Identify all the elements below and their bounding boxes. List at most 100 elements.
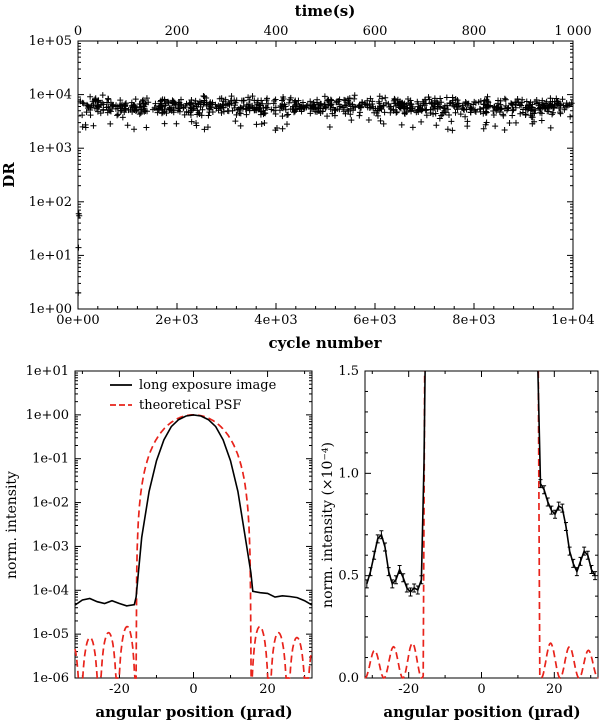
- lin-error-bar: [593, 571, 598, 581]
- dr-point: [500, 112, 507, 119]
- dr-point: [377, 103, 384, 110]
- dr-point: [153, 105, 160, 112]
- dr-point: [462, 113, 469, 120]
- dr-point: [434, 105, 441, 112]
- dr-point: [325, 96, 332, 103]
- dr-point: [286, 99, 293, 106]
- dr-point: [357, 103, 364, 110]
- dr-x-tick-label: 0e+00: [56, 313, 99, 328]
- dr-point: [398, 121, 405, 128]
- dr-point: [322, 101, 329, 108]
- lin-error-bar: [397, 565, 402, 575]
- dr-point: [268, 106, 275, 113]
- dr-point: [95, 98, 102, 105]
- dr-point: [490, 112, 497, 119]
- lin-error-bar: [585, 550, 590, 560]
- dr-point: [242, 106, 249, 113]
- lin-measured-left-line: [366, 370, 426, 594]
- lin-y-tick-label: 1.0: [338, 466, 359, 481]
- lin-error-bar: [368, 567, 373, 577]
- dr-point: [390, 106, 397, 113]
- dr-point: [236, 110, 243, 117]
- dr-point: [512, 99, 519, 106]
- dr-point: [205, 112, 212, 119]
- dr-point: [166, 104, 173, 111]
- dr-point: [222, 96, 229, 103]
- dr-chart: 0e+00 2e+03 4e+03 6e+03 8e+03 1e+04 0 200 400 600…: [0, 2, 595, 352]
- dr-point: [463, 106, 470, 113]
- dr-x-tick-label: 6e+03: [353, 313, 396, 328]
- lin-error-bar: [379, 530, 384, 540]
- dr-point: [231, 102, 238, 109]
- dr-point: [423, 112, 430, 119]
- dr-point: [356, 112, 363, 119]
- lin-error-bar: [589, 565, 594, 575]
- dr-point: [324, 113, 331, 120]
- dr-point: [117, 105, 124, 112]
- lin-x-tick-label: -20: [398, 682, 419, 697]
- dr-point: [470, 101, 477, 108]
- log-y-tick-label: 1e+01: [26, 364, 69, 379]
- dr-point: [557, 110, 564, 117]
- dr-point: [310, 99, 317, 106]
- dr-point: [377, 117, 384, 124]
- dr-point: [80, 100, 87, 107]
- dr-point: [188, 107, 195, 114]
- dr-point: [554, 100, 561, 107]
- dr-x-tick-label: 4e+03: [254, 313, 297, 328]
- dr-point: [418, 118, 425, 125]
- log-profile-frame: [74, 370, 313, 679]
- dr-point: [245, 94, 252, 101]
- dr-point: [495, 104, 502, 111]
- log-profile-psf-line: [74, 414, 313, 679]
- dr-point: [258, 107, 265, 114]
- dr-point: [256, 102, 263, 109]
- dr-point: [452, 95, 459, 102]
- dr-point: [529, 120, 536, 127]
- dr-point: [480, 125, 487, 132]
- dr-point: [449, 127, 456, 134]
- dr-point: [508, 101, 515, 108]
- dr-point: [246, 105, 253, 112]
- dr-point: [393, 109, 400, 116]
- dr-point: [391, 100, 398, 107]
- lin-error-bar: [563, 522, 568, 532]
- dr-point: [139, 98, 146, 105]
- dr-y-tick-label: 1e+02: [29, 195, 72, 210]
- dr-top-tick-label: 400: [264, 24, 289, 39]
- dr-point: [378, 106, 385, 113]
- dr-point: [502, 96, 509, 103]
- dr-point: [83, 109, 90, 116]
- lin-error-bar: [393, 575, 398, 585]
- dr-point: [376, 100, 383, 107]
- dr-point: [464, 123, 471, 130]
- dr-point: [336, 106, 343, 113]
- dr-point: [501, 95, 508, 102]
- dr-point: [264, 95, 271, 102]
- legend-label-psf: theoretical PSF: [139, 398, 241, 413]
- dr-point: [542, 104, 549, 111]
- dr-point: [293, 106, 300, 113]
- dr-point: [245, 101, 252, 108]
- dr-point: [537, 109, 544, 116]
- dr-point: [454, 106, 461, 113]
- lin-error-bar: [556, 501, 561, 511]
- dr-point: [137, 109, 144, 116]
- lin-error-bar: [375, 534, 380, 544]
- dr-point: [483, 119, 490, 126]
- lin-error-bar: [415, 585, 420, 595]
- dr-point: [143, 95, 150, 102]
- dr-point: [159, 109, 166, 116]
- dr-point: [154, 109, 161, 116]
- log-y-tick-label: 1e-02: [32, 496, 69, 511]
- dr-point: [99, 92, 106, 99]
- dr-point: [136, 100, 143, 107]
- dr-point: [142, 101, 149, 108]
- linear-wings-measured: [364, 370, 598, 597]
- dr-point: [240, 97, 247, 104]
- dr-point: [94, 103, 101, 110]
- dr-point: [237, 104, 244, 111]
- dr-point: [161, 120, 168, 127]
- dr-point: [97, 110, 104, 117]
- dr-point: [344, 95, 351, 102]
